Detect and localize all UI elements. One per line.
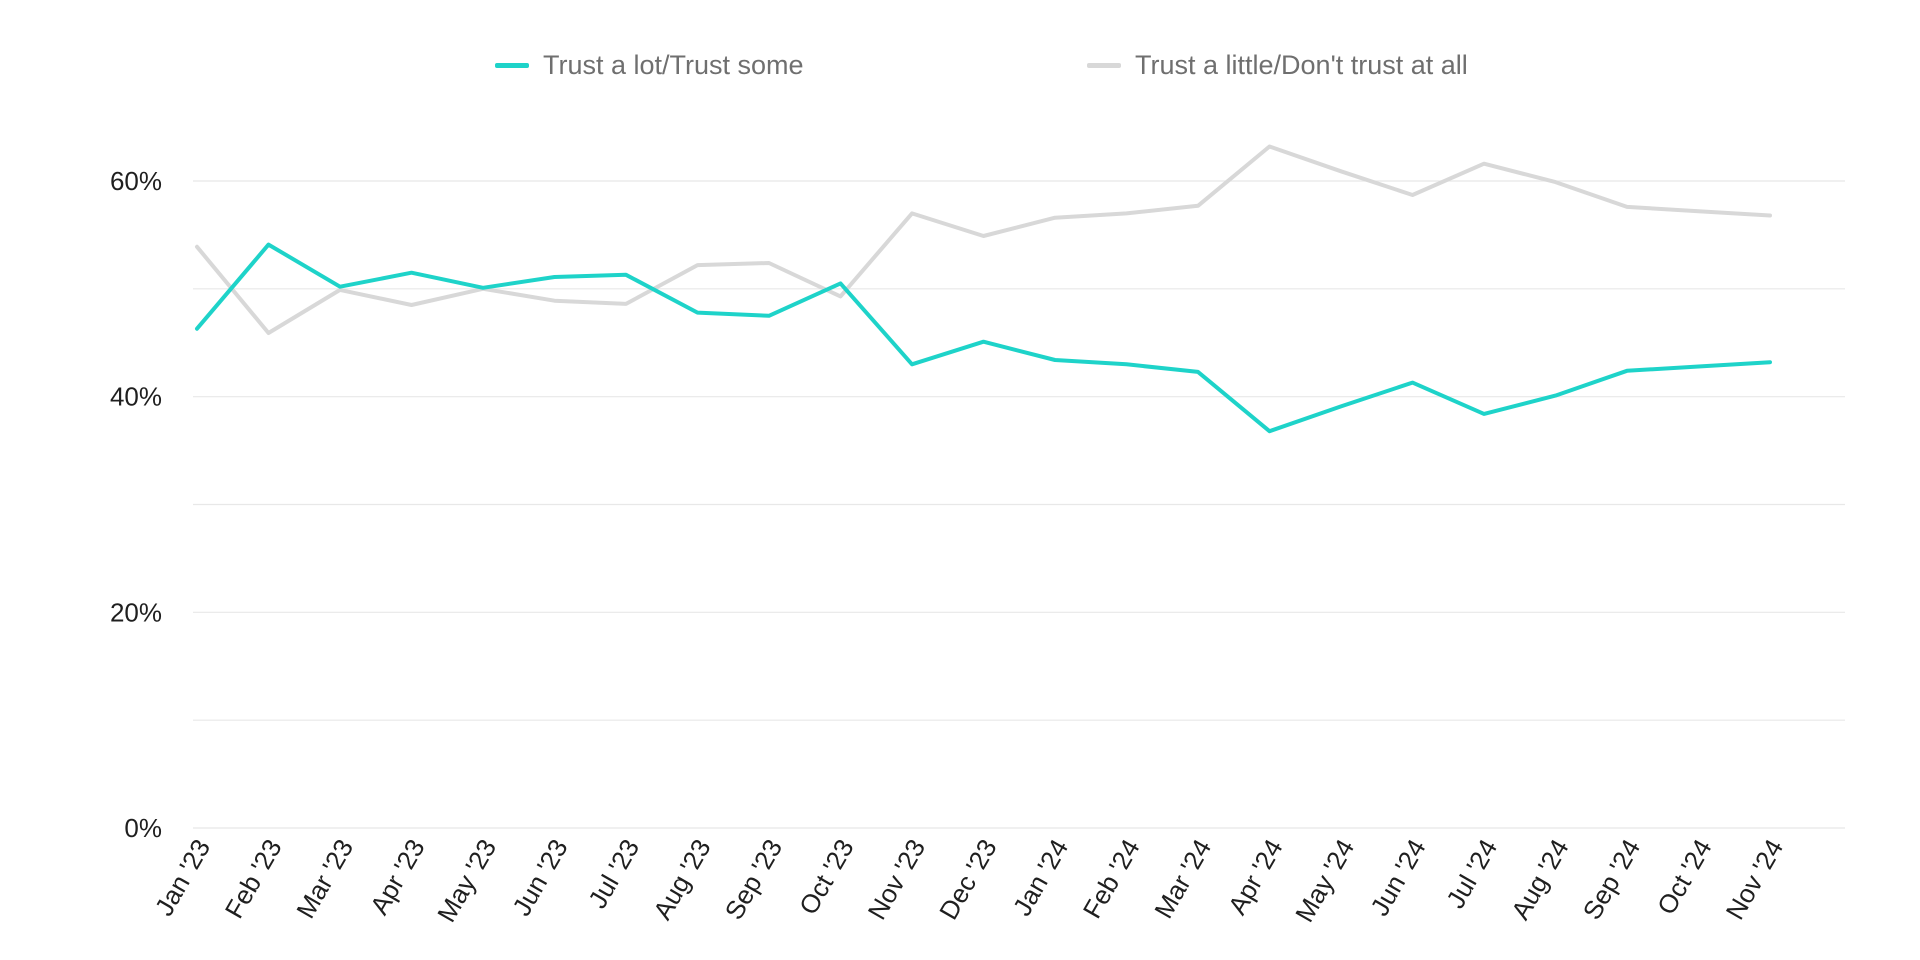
x-tick-label: Jun '24 <box>1364 834 1431 921</box>
x-tick-label: Mar '23 <box>290 834 359 923</box>
x-tick-label: May '23 <box>431 834 502 927</box>
x-tick-label: Feb '24 <box>1077 834 1146 923</box>
x-tick-label: Sep '24 <box>1577 834 1647 925</box>
y-tick-label: 20% <box>110 597 162 627</box>
x-tick-label: Aug '23 <box>647 834 717 925</box>
y-tick-label: 60% <box>110 166 162 196</box>
x-tick-label: Apr '23 <box>364 834 431 920</box>
y-tick-label: 0% <box>124 813 162 843</box>
legend-label-trust: Trust a lot/Trust some <box>543 49 804 80</box>
x-tick-label: Feb '23 <box>219 834 288 923</box>
legend-swatch-trust <box>495 62 529 68</box>
x-tick-label: Mar '24 <box>1148 834 1217 923</box>
x-tick-label: Nov '24 <box>1720 834 1790 925</box>
legend: Trust a lot/Trust some Trust a little/Do… <box>0 42 1920 88</box>
series-lines <box>195 144 1772 434</box>
legend-item-trust: Trust a lot/Trust some <box>495 42 804 88</box>
x-tick-label: Sep '23 <box>719 834 789 925</box>
x-tick-label: Oct '23 <box>793 834 860 920</box>
legend-label-distrust: Trust a little/Don't trust at all <box>1135 49 1468 80</box>
x-tick-label: May '24 <box>1289 834 1360 927</box>
x-axis-ticks: Jan '23 Feb '23 Mar '23 Apr '23 May '23 Jun '… <box>149 834 1789 927</box>
x-tick-label: Jan '24 <box>1007 834 1074 921</box>
series-line-1 <box>195 144 1772 335</box>
x-tick-label: Aug '24 <box>1505 834 1575 925</box>
x-tick-label: Apr '24 <box>1222 834 1289 920</box>
series-line-0 <box>195 242 1772 434</box>
y-tick-label: 40% <box>110 382 162 412</box>
y-axis-ticks: 0% 20% 40% 60% <box>110 166 162 843</box>
legend-item-distrust: Trust a little/Don't trust at all <box>1087 42 1468 88</box>
legend-swatch-distrust <box>1087 62 1121 68</box>
x-tick-label: Oct '24 <box>1651 834 1718 920</box>
x-tick-label: Jul '23 <box>582 834 645 913</box>
x-tick-label: Jan '23 <box>149 834 216 921</box>
x-tick-label: Jun '23 <box>506 834 573 921</box>
gridlines <box>193 180 1845 829</box>
x-tick-label: Nov '23 <box>862 834 932 925</box>
x-tick-label: Jul '24 <box>1440 834 1503 913</box>
x-tick-label: Dec '23 <box>933 834 1003 925</box>
